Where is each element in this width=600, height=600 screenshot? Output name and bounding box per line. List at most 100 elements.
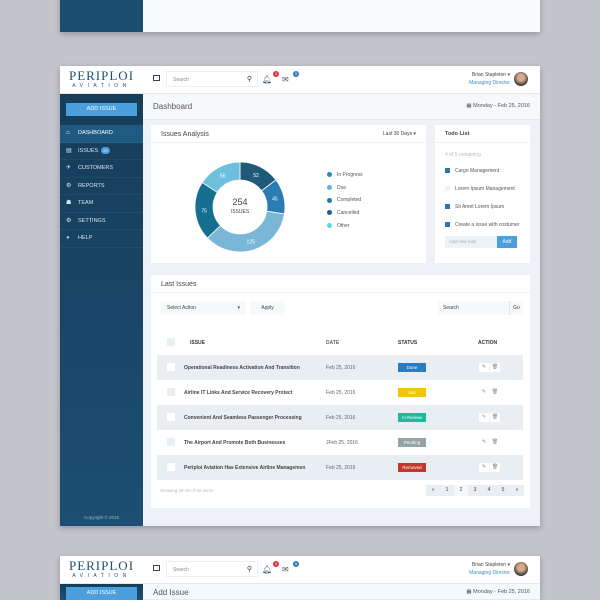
- message-badge: 5: [293, 71, 299, 77]
- search-input[interactable]: Search ⚲: [166, 561, 258, 577]
- page-button[interactable]: 3: [473, 487, 477, 493]
- legend-item: Due: [327, 185, 363, 198]
- todo-checkbox[interactable]: [445, 168, 450, 174]
- select-action-dropdown[interactable]: Select Action ▾: [161, 301, 246, 315]
- user-role: Managing Director: [469, 80, 510, 86]
- bell-icon[interactable]: 🔔︎: [262, 75, 273, 84]
- column-header: ISSUE: [190, 339, 206, 346]
- sidebar-item-issues[interactable]: ▤ ISSUES 25: [60, 143, 143, 160]
- sidebar-item-team[interactable]: ☗ TEAM: [60, 195, 143, 213]
- trash-icon[interactable]: 🗑︎: [490, 413, 500, 422]
- logo-name: PERIPLOI: [68, 68, 135, 83]
- sidebar-item-dashboard[interactable]: ⌂ DASHBOARD: [60, 125, 143, 143]
- issue-title[interactable]: Operational Readiness Activation And Tra…: [184, 364, 300, 371]
- sidebar-item-label: DASHBOARD: [78, 130, 113, 136]
- issues-analysis-card: Issues Analysis Last 30 Days ▾ 52 45 125 75 5…: [151, 125, 426, 263]
- range-dropdown[interactable]: Last 30 Days ▾: [382, 131, 416, 137]
- page-date: ▦ Monday - Feb 25, 2016: [466, 103, 530, 109]
- todo-item[interactable]: Lorem Ipsum Management: [435, 180, 530, 198]
- mail-icon[interactable]: ✉: [282, 565, 289, 574]
- sidebar-item-help[interactable]: ◕ HELP: [60, 230, 143, 248]
- table-row: Periploi Aviation Has Extensive Airline …: [157, 455, 523, 480]
- date-text: Monday - Feb 25, 2016: [473, 103, 530, 109]
- total-label: ISSUES: [230, 209, 250, 215]
- mail-icon[interactable]: ✉: [282, 75, 289, 84]
- menu-toggle-icon[interactable]: [153, 75, 160, 81]
- card-title: Issues Analysis: [161, 131, 209, 138]
- issue-title[interactable]: Convenient And Seamless Passenger Proces…: [184, 414, 302, 421]
- add-todo-button[interactable]: Add: [497, 236, 517, 248]
- row-checkbox[interactable]: [167, 362, 175, 371]
- search-icon[interactable]: ⚲: [246, 76, 252, 83]
- issue-title[interactable]: Periploi Aviation Has Extensive Airline …: [184, 464, 306, 471]
- page-button[interactable]: 4: [487, 487, 491, 493]
- select-action-label: Select Action: [167, 305, 196, 311]
- avatar[interactable]: [514, 72, 528, 86]
- todo-checkbox[interactable]: [445, 222, 450, 228]
- row-checkbox[interactable]: [167, 412, 175, 421]
- segment-label: 56: [220, 173, 226, 179]
- todo-item[interactable]: Cargo Management: [435, 162, 530, 180]
- sidebar-item-reports[interactable]: ⚙ REPORTS: [60, 178, 143, 195]
- logo[interactable]: PERIPLOI AVIATION: [60, 66, 143, 94]
- page-button[interactable]: «: [431, 487, 435, 493]
- todo-item[interactable]: Sit Amet Lorem İpsum: [435, 198, 530, 216]
- trash-icon[interactable]: 🗑︎: [490, 438, 500, 447]
- sidebar-item-customers[interactable]: ✈ CUSTOMERS: [60, 160, 143, 178]
- search-input[interactable]: Search ⚲: [166, 71, 258, 87]
- donut-segment[interactable]: [201, 161, 241, 193]
- todo-card: Todo List 4 of 5 remaining Cargo Managem…: [435, 125, 530, 263]
- avatar[interactable]: [514, 562, 528, 576]
- user-menu[interactable]: Brian Stapleton ▾ Managing Director: [469, 562, 510, 576]
- issue-title[interactable]: Airline IT Links And Service Recovery Pr…: [184, 389, 293, 396]
- donut-segment[interactable]: [206, 210, 285, 253]
- page-button[interactable]: 1: [445, 487, 449, 493]
- issue-title[interactable]: The Airport And Promote Both Businesses: [184, 439, 286, 446]
- todo-checkbox[interactable]: [445, 204, 450, 210]
- row-checkbox[interactable]: [167, 462, 175, 471]
- search-icon: ⚲: [246, 566, 252, 573]
- row-checkbox[interactable]: [167, 437, 175, 446]
- table-header: ISSUE DATE STATUS ACTION: [157, 330, 523, 355]
- trash-icon[interactable]: 🗑︎: [490, 363, 500, 372]
- go-button[interactable]: Go: [509, 301, 523, 315]
- trash-icon[interactable]: 🗑︎: [490, 388, 500, 397]
- new-todo-input[interactable]: Add new todo: [445, 236, 497, 248]
- legend-item: Other: [327, 223, 363, 236]
- todo-item[interactable]: Create a issue with costumer: [435, 216, 530, 234]
- user-menu[interactable]: Brian Stapleton ▾ Managing Director: [469, 72, 510, 86]
- row-checkbox[interactable]: [167, 387, 175, 396]
- notification-badge: 4: [273, 71, 279, 77]
- bell-icon[interactable]: 🔔︎: [262, 565, 273, 574]
- select-all-checkbox[interactable]: [167, 337, 175, 346]
- page-title: Add Issue: [153, 588, 189, 597]
- list-icon: ▤: [66, 147, 72, 154]
- sidebar-item-settings[interactable]: ⚙ SETTINGS: [60, 213, 143, 230]
- logo-name: PERIPLOI: [68, 558, 135, 573]
- issue-date: Feb 25, 2016: [326, 464, 356, 471]
- edit-icon[interactable]: ✎: [479, 388, 489, 397]
- segment-label: 75: [201, 208, 207, 214]
- issues-search-input[interactable]: Search: [438, 301, 509, 315]
- page-button[interactable]: 5: [501, 487, 505, 493]
- add-issue-button[interactable]: ADD ISSUE: [66, 103, 137, 116]
- column-header: STATUS: [398, 339, 418, 346]
- page-button[interactable]: 2: [454, 485, 468, 496]
- add-issue-button[interactable]: ADD ISSUE: [66, 587, 137, 600]
- search-placeholder: Search: [173, 77, 189, 83]
- edit-icon[interactable]: ✎: [479, 363, 489, 372]
- page-button[interactable]: »: [515, 487, 519, 493]
- edit-icon[interactable]: ✎: [479, 413, 489, 422]
- edit-icon[interactable]: ✎: [479, 463, 489, 472]
- status-badge: Removed: [398, 463, 426, 472]
- issue-date: Feb 25, 2016: [326, 389, 356, 396]
- todo-label: Cargo Management: [455, 168, 500, 174]
- page-header: Dashboard ▦ Monday - Feb 25, 2016: [143, 94, 540, 120]
- trash-icon[interactable]: 🗑︎: [490, 463, 500, 472]
- edit-icon[interactable]: ✎: [479, 438, 489, 447]
- menu-toggle-icon[interactable]: [153, 565, 160, 571]
- todo-checkbox[interactable]: [445, 186, 450, 192]
- apply-button[interactable]: Apply: [250, 301, 285, 315]
- column-header: DATE: [326, 339, 340, 346]
- legend-dot: [327, 197, 332, 203]
